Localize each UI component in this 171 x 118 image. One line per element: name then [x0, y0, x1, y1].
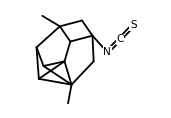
Text: C: C: [116, 34, 124, 44]
Text: S: S: [130, 20, 137, 30]
Text: N: N: [103, 47, 111, 57]
